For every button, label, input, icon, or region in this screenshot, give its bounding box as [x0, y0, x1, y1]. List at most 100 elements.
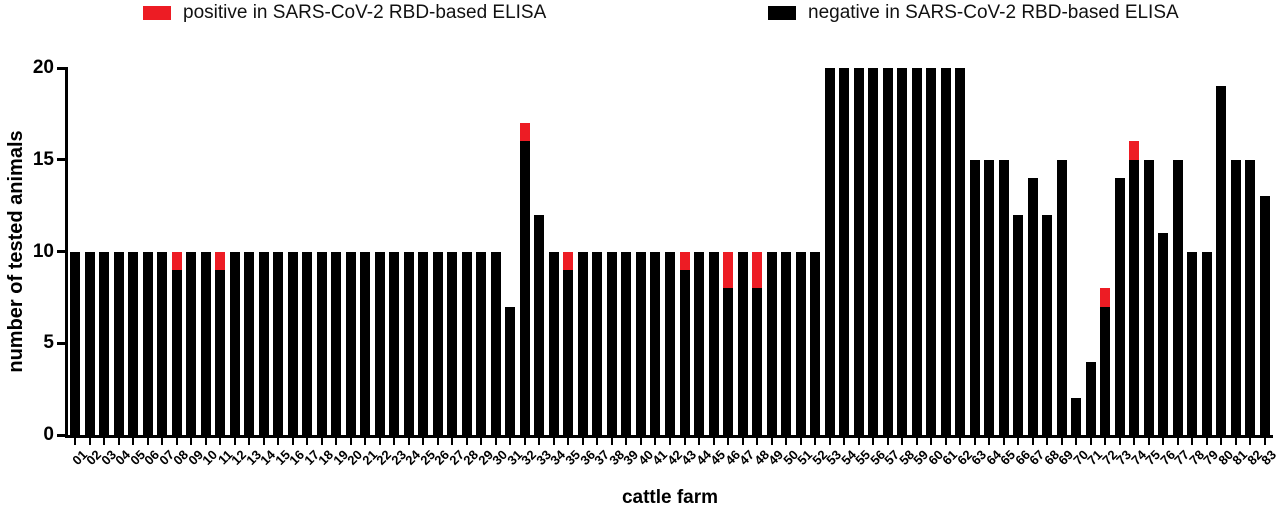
y-tick-label: 10 [32, 240, 54, 262]
bar-farm-74 [1129, 141, 1140, 435]
y-tick-label: 20 [32, 57, 54, 78]
x-tick [393, 438, 396, 445]
bar-farm-44 [694, 251, 704, 435]
x-tick [465, 438, 468, 445]
bar-negative-segment [461, 251, 472, 435]
x-tick [1060, 438, 1063, 445]
x-tick [103, 438, 106, 445]
x-tick [625, 438, 628, 445]
x-tick [1220, 438, 1223, 445]
x-tick [538, 438, 541, 445]
y-tick-label: 5 [43, 332, 54, 354]
bar-negative-segment [142, 251, 153, 435]
x-tick [146, 438, 149, 445]
bar-negative-segment [795, 251, 806, 435]
bar-negative-segment [302, 251, 313, 435]
x-tick [1031, 438, 1034, 445]
bar-negative-segment [244, 251, 255, 435]
bar-farm-18 [316, 251, 327, 435]
x-tick [1118, 438, 1121, 445]
bar-farm-33 [534, 214, 545, 435]
x-tick [1104, 438, 1107, 445]
bar-negative-segment [157, 251, 168, 435]
x-axis-line [65, 435, 1273, 438]
bar-farm-28 [461, 251, 472, 435]
bar-negative-segment [1085, 361, 1096, 435]
bar-positive-segment [519, 123, 530, 142]
bar-farm-39 [621, 251, 632, 435]
bar-positive-segment [679, 251, 690, 270]
bar-negative-segment [1216, 86, 1227, 435]
x-tick [233, 438, 236, 445]
x-tick [944, 438, 947, 445]
bar-negative-segment [548, 251, 559, 435]
bar-negative-segment [505, 306, 516, 435]
bar-positive-segment [563, 251, 574, 270]
bar-farm-51 [795, 251, 806, 435]
bar-farm-27 [447, 251, 458, 435]
y-tick [57, 250, 65, 253]
bar-farm-64 [984, 159, 995, 435]
x-tick [857, 438, 860, 445]
x-tick [901, 438, 904, 445]
bar-farm-35 [563, 251, 574, 436]
x-tick [799, 438, 802, 445]
x-tick [886, 438, 889, 445]
bar-farm-04 [113, 251, 124, 435]
y-tick [57, 66, 65, 70]
x-tick [74, 438, 77, 445]
bar-negative-segment [998, 159, 1009, 435]
bar-negative-segment [360, 251, 371, 435]
bar-negative-segment [1056, 159, 1067, 435]
bar-negative-segment [665, 251, 675, 435]
bar-farm-12 [229, 251, 240, 435]
bar-negative-segment [737, 251, 748, 435]
x-tick [509, 438, 512, 445]
bar-negative-segment [113, 251, 124, 435]
bar-negative-segment [186, 251, 197, 435]
x-tick [1017, 438, 1020, 445]
bar-farm-78 [1187, 251, 1198, 435]
legend-swatch-negative-icon [768, 6, 796, 20]
bar-farm-52 [810, 251, 821, 435]
x-tick [523, 438, 526, 445]
bar-negative-segment [1129, 159, 1140, 435]
bar-farm-59 [911, 68, 922, 435]
bar-farm-58 [897, 68, 908, 435]
x-tick [190, 438, 193, 445]
bar-farm-20 [345, 251, 356, 435]
x-tick [1234, 438, 1237, 445]
x-tick [407, 438, 410, 445]
x-tick [1046, 438, 1049, 445]
bar-negative-segment [128, 251, 139, 435]
x-axis-title: cattle farm [621, 487, 719, 508]
bar-negative-segment [824, 68, 835, 435]
bar-farm-79 [1201, 251, 1212, 435]
bar-farm-21 [360, 251, 371, 435]
x-tick [1133, 438, 1136, 445]
x-tick [88, 438, 91, 445]
bar-negative-segment [853, 68, 864, 435]
bar-negative-segment [926, 68, 937, 435]
x-tick [988, 438, 991, 445]
x-tick [320, 438, 323, 445]
bar-farm-14 [258, 251, 269, 435]
x-tick [291, 438, 294, 445]
x-tick [248, 438, 251, 445]
x-tick [1147, 438, 1150, 445]
x-tick [262, 438, 265, 445]
bar-negative-segment [882, 68, 893, 435]
x-tick [973, 438, 976, 445]
bar-negative-segment [940, 68, 951, 435]
bar-farm-22 [374, 251, 385, 435]
x-tick [306, 438, 309, 445]
bar-farm-61 [940, 68, 951, 435]
x-tick [712, 438, 715, 445]
bar-farm-62 [955, 68, 966, 435]
x-tick [814, 438, 817, 445]
bar-farm-73 [1114, 178, 1125, 435]
x-tick [669, 438, 671, 445]
bar-negative-segment [273, 251, 284, 435]
bar-farm-54 [839, 68, 850, 435]
x-tick [727, 438, 730, 445]
